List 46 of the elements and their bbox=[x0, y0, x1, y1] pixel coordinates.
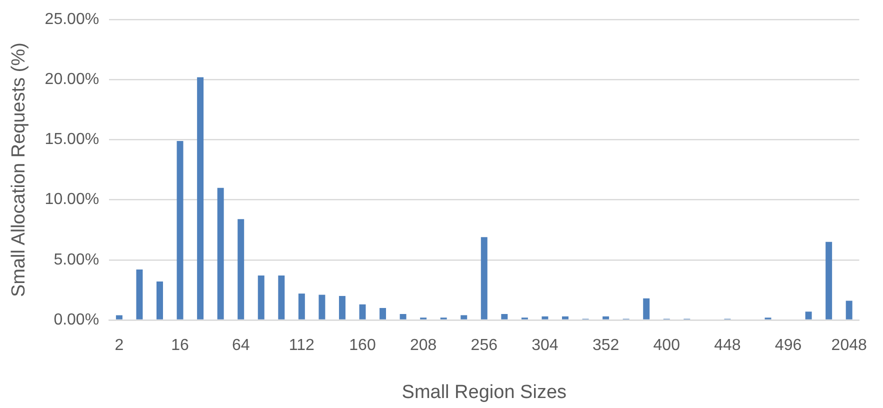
bar bbox=[846, 300, 852, 320]
y-tick-label: 25.00% bbox=[44, 11, 100, 28]
bar bbox=[480, 237, 488, 320]
bar bbox=[380, 308, 386, 320]
bar bbox=[116, 315, 122, 320]
x-tick-label: 112 bbox=[288, 337, 315, 354]
y-tick-label: 5.00% bbox=[54, 251, 100, 268]
x-tick-label: 400 bbox=[653, 337, 680, 354]
bar bbox=[278, 276, 285, 320]
bar bbox=[460, 315, 468, 320]
bar bbox=[197, 77, 204, 320]
bar bbox=[400, 314, 406, 320]
y-axis-title: Small Allocation Requests (%) bbox=[8, 42, 30, 298]
x-tick-label: 256 bbox=[470, 337, 498, 354]
x-axis-title: Small Region Sizes bbox=[402, 382, 567, 403]
bar bbox=[318, 294, 326, 320]
x-tick-label: 352 bbox=[592, 337, 620, 354]
y-tick-label: 15.00% bbox=[44, 131, 100, 148]
x-tick-label: 16 bbox=[171, 337, 190, 354]
bar bbox=[338, 296, 346, 320]
x-tick-label: 496 bbox=[774, 337, 802, 354]
bar bbox=[217, 188, 224, 320]
bar bbox=[136, 270, 143, 320]
bar bbox=[298, 294, 305, 320]
bar bbox=[542, 316, 548, 320]
x-tick-label: 160 bbox=[349, 337, 376, 354]
bar bbox=[643, 298, 650, 320]
bar bbox=[176, 140, 184, 320]
x-tick-label: 64 bbox=[232, 337, 250, 354]
bar bbox=[562, 316, 568, 320]
bar bbox=[805, 312, 812, 320]
y-tick-label: 0.00% bbox=[54, 311, 100, 328]
y-tick-label: 20.00% bbox=[44, 71, 100, 88]
x-tick-label: 208 bbox=[410, 337, 437, 354]
bar bbox=[156, 282, 163, 320]
x-tick-label: 2048 bbox=[831, 337, 867, 354]
x-tick-label: 304 bbox=[532, 337, 558, 354]
x-tick-label: 448 bbox=[714, 337, 741, 354]
bar bbox=[258, 276, 264, 320]
y-tick-label: 10.00% bbox=[44, 191, 100, 208]
bar bbox=[359, 304, 366, 320]
x-tick-label: 2 bbox=[114, 337, 124, 354]
bar bbox=[501, 314, 508, 320]
bar bbox=[826, 242, 832, 320]
bar bbox=[602, 316, 610, 320]
bar bbox=[238, 219, 244, 320]
